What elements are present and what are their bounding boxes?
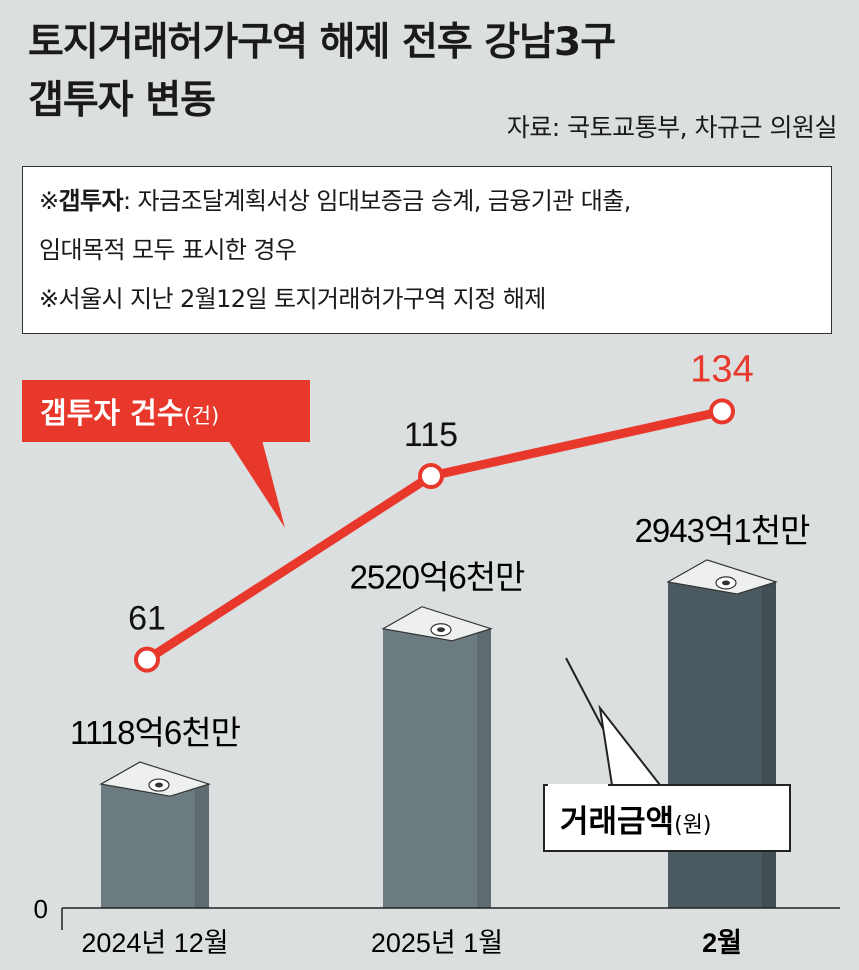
note-2: ※서울시 지난 2월12일 토지거래허가구역 지정 해제 xyxy=(39,285,546,313)
bar-2-coin-center xyxy=(722,580,730,586)
line-point-0 xyxy=(134,646,160,673)
bar-0-coin-center xyxy=(155,782,163,788)
bar-0-front xyxy=(101,784,209,908)
note-1: ※갭투자: 자금조달계획서상 임대보증금 승계, 금융기관 대출, xyxy=(39,177,815,226)
bar-legend-box-gap xyxy=(548,784,608,788)
bar-0-shade xyxy=(195,784,209,908)
bar-0 xyxy=(99,761,211,908)
bar-value-label-1: 2520억6천만 xyxy=(350,559,525,596)
y-axis-zero-label: 0 xyxy=(34,894,48,924)
x-tick-label-2: 2월 xyxy=(702,928,742,958)
axis-layer: 0 2024년 12월 2025년 1월 2월 xyxy=(34,894,840,958)
chart-title: 토지거래허가구역 해제 전후 강남3구 갭투자 변동 xyxy=(28,14,848,130)
note-1-continued: 임대목적 모두 표시한 경우 xyxy=(39,236,297,264)
title-line-1: 토지거래허가구역 해제 전후 강남3구 xyxy=(28,20,616,65)
line-point-1 xyxy=(418,463,444,489)
bar-legend-box xyxy=(543,784,791,852)
note-1-rest: : 자금조달계획서상 임대보증금 승계, 금융기관 대출, xyxy=(122,187,631,215)
line-legend: 갭투자 건수(건) xyxy=(22,380,310,528)
line-value-label-1: 115 xyxy=(404,416,458,454)
bar-2-shade xyxy=(762,581,776,908)
footnote-box: ※갭투자: 자금조달계획서상 임대보증금 승계, 금융기관 대출, 임대목적 모… xyxy=(22,166,832,334)
source-note: 자료: 국토교통부, 차규근 의원실 xyxy=(506,113,838,142)
bar-legend-label: 거래금액(원) xyxy=(560,804,712,840)
line-value-label-0: 61 xyxy=(128,600,166,638)
bar-legend-pointer xyxy=(598,704,663,786)
x-tick-label-1: 2025년 1월 xyxy=(371,928,503,958)
bar-1 xyxy=(381,606,493,908)
bar-1-coin-center xyxy=(437,627,445,633)
x-tick-label-0: 2024년 12월 xyxy=(81,928,228,958)
line-legend-pointer xyxy=(228,440,285,528)
line-value-label-2: 134 xyxy=(690,348,753,390)
line-legend-label: 갭투자 건수(건) xyxy=(40,396,219,430)
bar-2 xyxy=(666,559,778,908)
bar-value-label-2: 2943억1천만 xyxy=(635,512,810,549)
line-legend-box xyxy=(22,380,310,442)
bar-2-front xyxy=(668,581,776,908)
title-line-2: 갭투자 변동 xyxy=(28,78,216,123)
bars-layer: 1118억6천만 2520억6천만 2943억1천만 xyxy=(70,512,811,908)
note-1-prefix: ※ xyxy=(39,187,59,215)
bar-1-shade xyxy=(477,628,491,908)
bar-1-front xyxy=(383,628,491,908)
note-1-term: 갭투자 xyxy=(58,187,124,215)
line-layer: 61 115 134 xyxy=(128,348,754,673)
bar-value-label-0: 1118억6천만 xyxy=(70,714,241,751)
bar-legend: 거래금액(원) xyxy=(543,657,791,852)
line-point-2 xyxy=(709,398,735,425)
